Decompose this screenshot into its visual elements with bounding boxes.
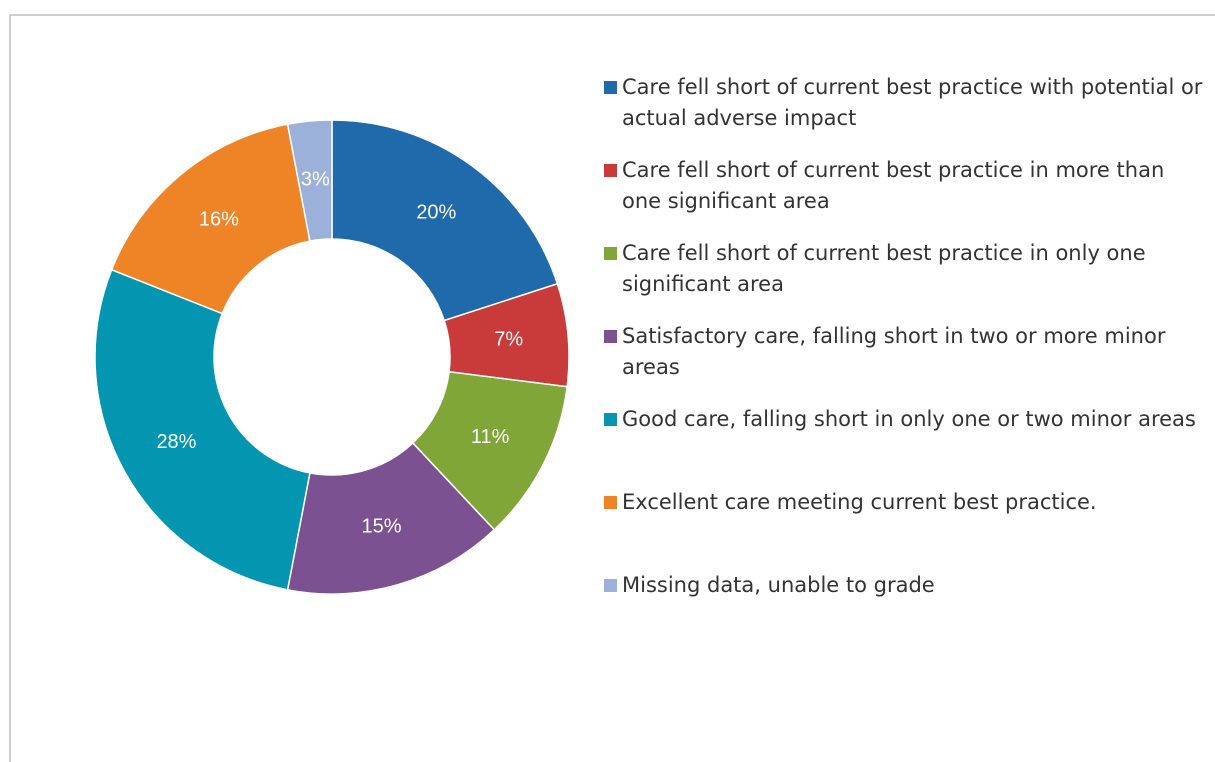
legend-label: Good care, falling short in only one or … [622,407,1196,431]
legend-label: Satisfactory care, falling short in two … [622,324,1166,379]
legend-swatch [604,164,617,177]
legend-label: Care fell short of current best practice… [622,241,1146,296]
legend-item: Care fell short of current best practice… [604,238,1204,321]
legend-swatch [604,413,617,426]
legend-item: Excellent care meeting current best prac… [604,487,1204,570]
data-label: 16% [199,209,239,231]
data-label: 7% [494,329,523,351]
data-label: 15% [362,516,402,538]
legend-label: Missing data, unable to grade [622,573,935,597]
frame [9,14,1215,762]
legend-item: Care fell short of current best practice… [604,155,1204,238]
legend-label: Care fell short of current best practice… [622,75,1203,130]
data-label: 11% [471,426,510,448]
legend-swatch [604,81,617,94]
donut-segment [110,123,311,315]
data-label: 28% [156,431,196,453]
data-label: 20% [416,202,456,224]
donut-segment [94,268,311,591]
legend-swatch [604,579,617,592]
legend-label: Excellent care meeting current best prac… [622,490,1097,514]
legend-swatch [604,496,617,509]
legend-item: Good care, falling short in only one or … [604,404,1204,487]
donut-segment [286,119,333,242]
legend-swatch [604,330,617,343]
legend-item: Care fell short of current best practice… [604,72,1204,155]
legend-item: Missing data, unable to grade [604,570,1204,653]
legend: Care fell short of current best practice… [604,72,1204,653]
legend-swatch [604,247,617,260]
legend-label: Care fell short of current best practice… [622,158,1165,213]
legend-item: Satisfactory care, falling short in two … [604,321,1204,404]
data-label: 3% [301,169,330,191]
donut-segment [331,119,559,322]
donut-segment [286,441,496,595]
